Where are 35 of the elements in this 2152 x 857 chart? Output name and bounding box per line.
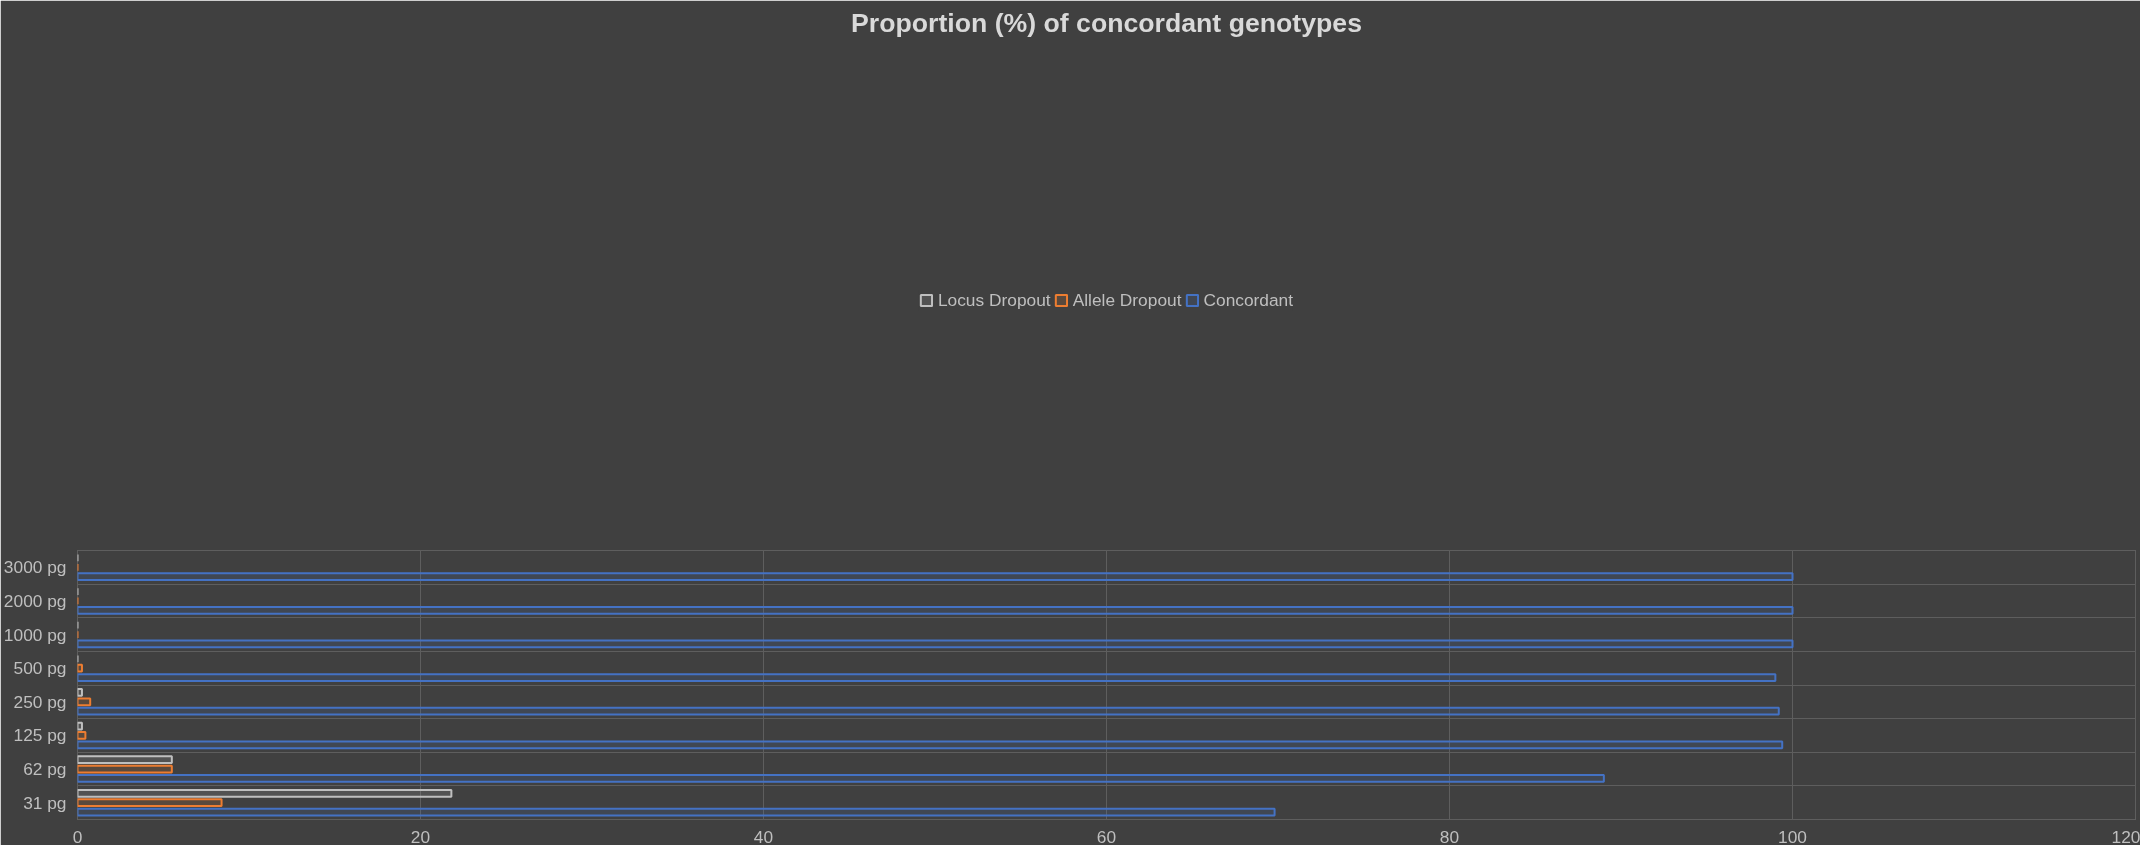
y-tick-label: 62 pg [23,759,67,780]
y-tick-label: 1000 pg [3,624,67,645]
legend-label: Allele Dropout [1072,289,1182,311]
bar [77,788,453,798]
bar [77,697,92,707]
y-tick-label: 125 pg [13,725,67,746]
legend-label: Concordant [1203,289,1294,311]
y-tick-label: 31 pg [23,792,67,813]
bar [77,764,173,774]
bar [77,639,1794,649]
bar [77,688,83,697]
bar [77,740,1784,750]
y-tick-label: 250 pg [13,691,67,712]
x-tick-label: 0 [72,826,83,847]
bar [77,706,1780,716]
y-tick-label: 2000 pg [3,590,67,611]
bar [77,605,1794,615]
bar [77,673,1777,682]
x-tick-label: 100 [1778,826,1807,847]
bar [77,731,87,740]
bar [77,755,173,765]
bar [77,807,1276,817]
y-tick-label: 500 pg [13,658,67,679]
bar [77,663,83,673]
y-tick-label: 3000 pg [3,557,67,578]
bar [77,774,1605,783]
bar [77,798,223,808]
legend-label: Locus Dropout [937,289,1051,311]
chart-title: Proportion (%) of concordant genotypes [851,7,1362,38]
x-tick-label: 60 [1096,826,1117,847]
x-tick-label: 120 [2111,826,2141,847]
x-tick-label: 80 [1439,826,1460,847]
bar [77,572,1794,582]
x-tick-label: 20 [410,826,431,847]
x-tick-label: 40 [753,826,774,847]
